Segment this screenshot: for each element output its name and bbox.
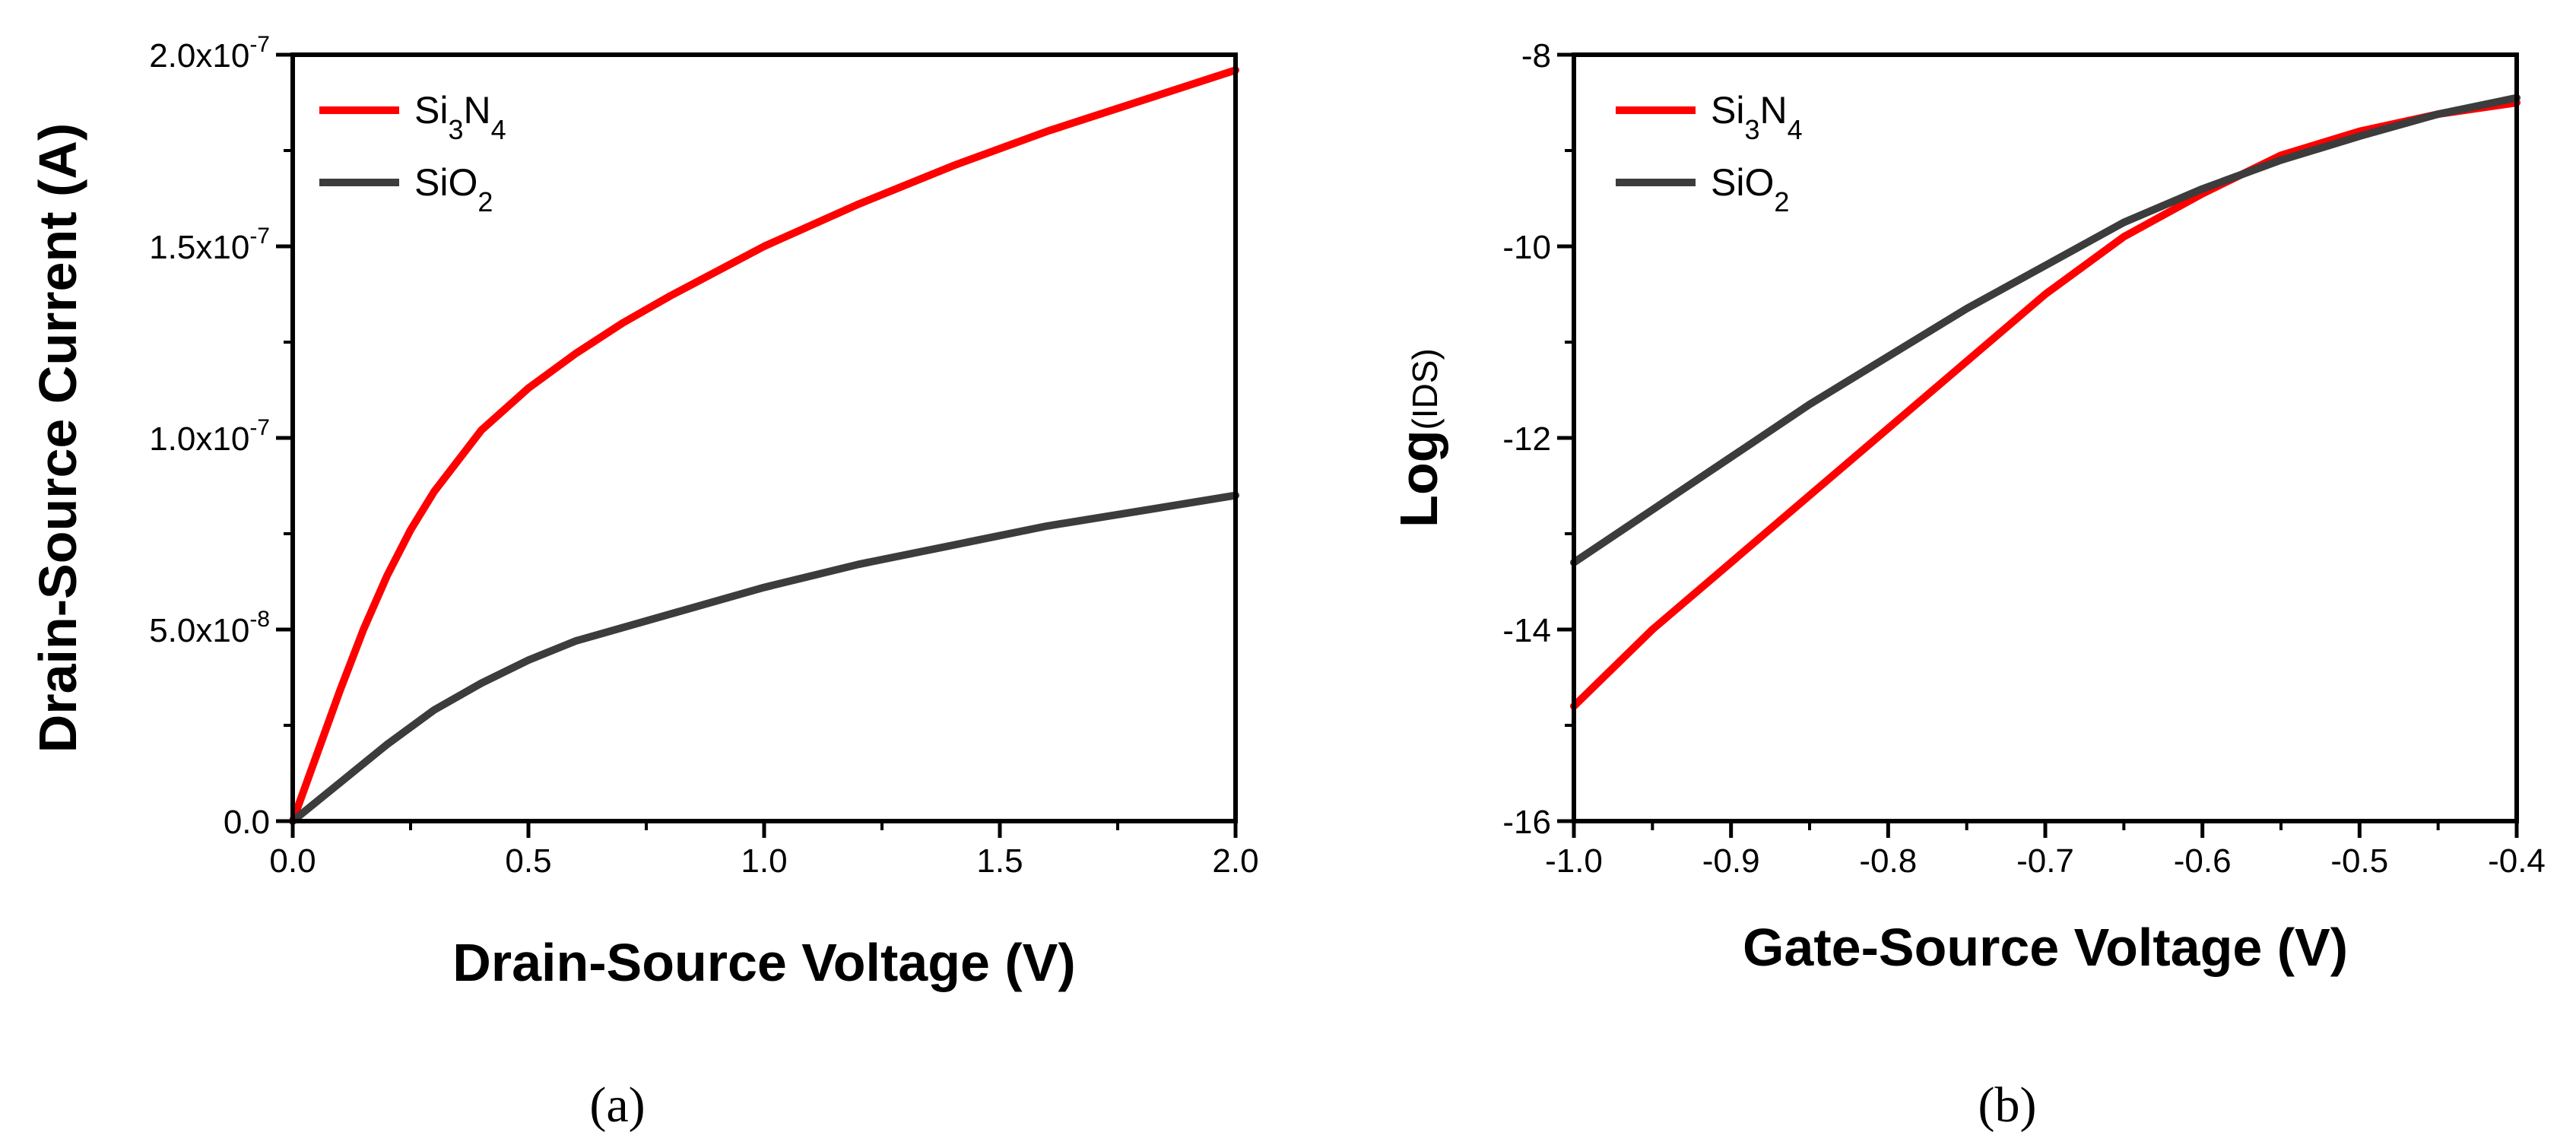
panel-b-y-tick-label: -16 <box>1502 804 1551 841</box>
panel-a-legend-label-sio2: SiO2 <box>414 161 493 217</box>
panel-a-x-tick-label: 1.5 <box>976 842 1023 880</box>
panel-a-ticks: 0.0 0.5 1.0 1.5 2.0 0.0 5.0x10-8 1.0x10-7 1.5x10… <box>149 32 1258 880</box>
panel-a-y-axis-title: Drain-Source Current (A) <box>28 123 87 753</box>
panel-a-series <box>289 66 1239 825</box>
panel-b-y-tick-label: -14 <box>1502 612 1551 649</box>
panel-b-series-line-sio2 <box>1570 94 2520 566</box>
panel-a-y-tick-label: 0.0 <box>224 804 270 841</box>
panel-b-caption: (b) <box>1978 1077 2037 1133</box>
panel-a-caption: (a) <box>589 1077 645 1133</box>
panel-a-x-tick-label: 0.0 <box>269 842 316 880</box>
panel-a-x-tick-label: 2.0 <box>1212 842 1258 880</box>
panel-b-x-tick-label: -0.5 <box>2330 842 2388 880</box>
panel-b-legend-label-si3n4: Si3N4 <box>1711 89 1803 145</box>
panel-b-x-tick-label: -0.7 <box>2016 842 2074 880</box>
panel-a-legend-label-si3n4: Si3N4 <box>414 89 506 145</box>
panel-b-legend: Si3N4 SiO2 <box>1616 89 1803 217</box>
panel-b-legend-label-sio2: SiO2 <box>1711 161 1789 217</box>
panel-b-ticks: -1.0 -0.9 -0.8 -0.7 -0.6 -0.5 -0.4 -16 -14 -12 -10… <box>1502 37 2546 880</box>
panel-b-y-axis-title: Log(IDS) <box>1389 348 1448 528</box>
panel-b-x-tick-label: -1.0 <box>1545 842 1603 880</box>
panel-a-y-tick-label: 2.0x10-7 <box>149 32 270 75</box>
panel-b-x-tick-label: -0.6 <box>2174 842 2232 880</box>
panel-a-x-tick-label: 1.0 <box>741 842 787 880</box>
panel-b-series-line-si3n4 <box>1570 99 2520 710</box>
panel-b-y-tick-label: -10 <box>1502 229 1551 266</box>
panel-a: 0.0 0.5 1.0 1.5 2.0 0.0 5.0x10-8 1.0x10-7 1.5x10… <box>28 32 1259 1133</box>
panel-a-y-tick-label: 1.5x10-7 <box>149 224 270 266</box>
panel-b-x-tick-label: -0.4 <box>2488 842 2546 880</box>
panel-a-series-line-si3n4 <box>289 66 1239 825</box>
panel-b-x-tick-label: -0.9 <box>1702 842 1760 880</box>
panel-b: -1.0 -0.9 -0.8 -0.7 -0.6 -0.5 -0.4 -16 -14 -12 -10… <box>1389 37 2546 1133</box>
panel-a-x-tick-label: 0.5 <box>505 842 551 880</box>
panel-b-x-tick-label: -0.8 <box>1859 842 1917 880</box>
panel-a-series-line-sio2 <box>289 491 1239 825</box>
panel-b-y-tick-label: -8 <box>1521 37 1551 75</box>
panel-a-x-axis-title: Drain-Source Voltage (V) <box>452 933 1075 992</box>
panel-b-series <box>1570 94 2520 710</box>
panel-b-y-tick-label: -12 <box>1502 420 1551 458</box>
panel-a-legend: Si3N4 SiO2 <box>319 89 506 217</box>
panel-b-x-axis-title: Gate-Source Voltage (V) <box>1743 918 2348 977</box>
panel-a-y-tick-label: 5.0x10-8 <box>149 607 270 649</box>
panel-a-y-tick-label: 1.0x10-7 <box>149 415 270 458</box>
